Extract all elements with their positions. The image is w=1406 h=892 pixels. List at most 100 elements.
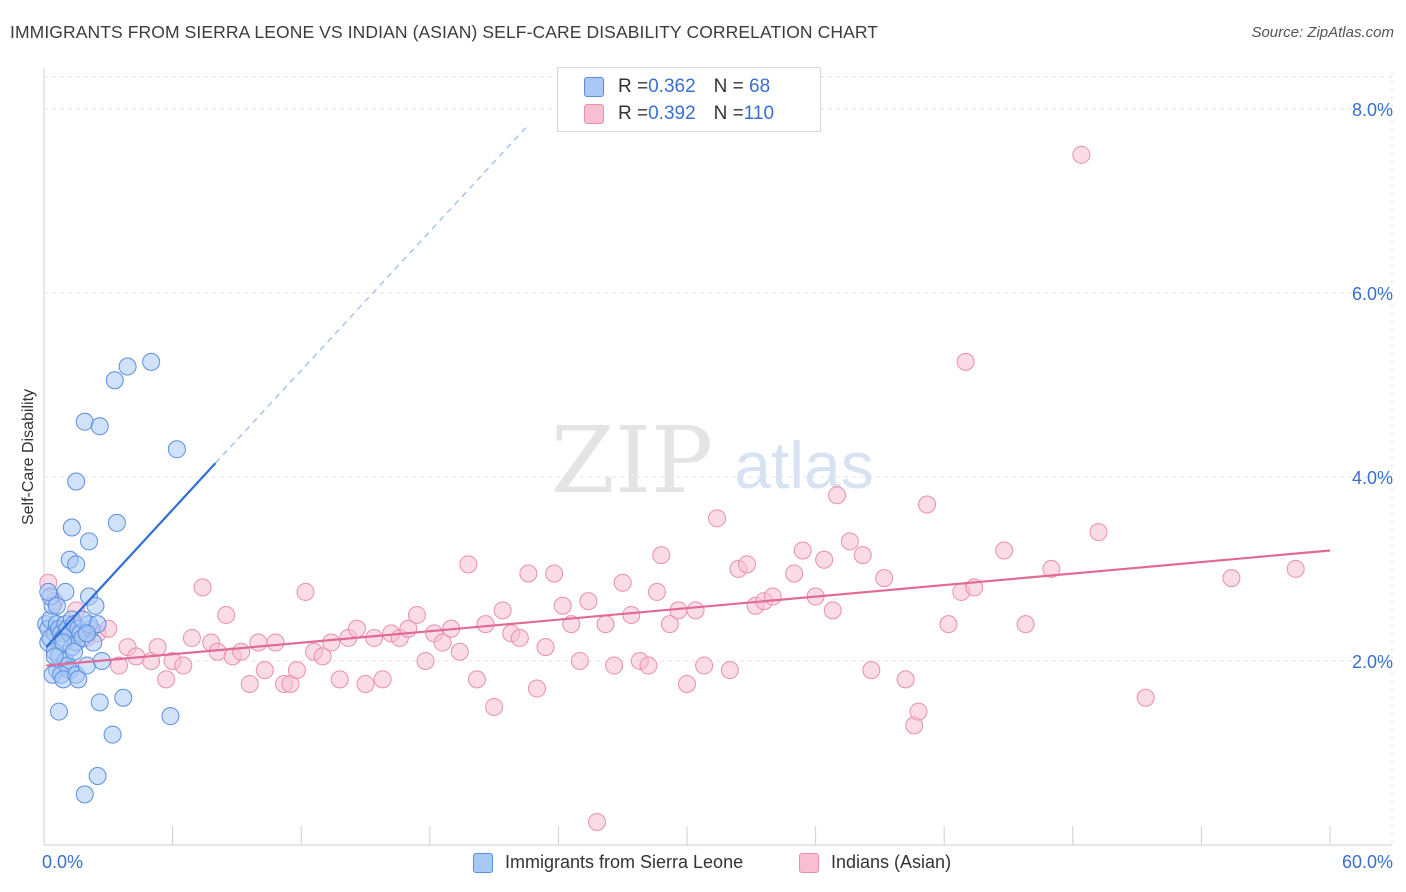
sierra-leone-point: [69, 670, 88, 689]
indians-asian-point: [579, 592, 598, 611]
indians-asian-point: [249, 633, 268, 652]
indians-asian-point: [322, 633, 341, 652]
sierra-leone-point: [56, 582, 75, 601]
indians-asian-point: [639, 656, 658, 675]
indians-asian-point: [605, 656, 624, 675]
indians-asian-point: [287, 661, 306, 680]
sierra-leone-point: [62, 518, 81, 537]
sierra-leone-trend-line: [45, 462, 217, 648]
indians-asian-point: [459, 555, 478, 574]
y-tick-label: 6.0%: [1352, 284, 1393, 304]
indians-asian-point: [1136, 688, 1155, 707]
indians-asian-point: [330, 670, 349, 689]
indians-asian-point: [738, 555, 757, 574]
legend-row-indians-asian: R = 0.392 N = 110: [584, 102, 774, 126]
indians-asian-point: [527, 679, 546, 698]
indians-asian-point: [995, 541, 1014, 560]
indians-asian-point: [347, 619, 366, 638]
indians-asian-point: [720, 661, 739, 680]
sierra-leone-point: [77, 624, 96, 643]
indians-asian-point: [476, 615, 495, 634]
legend-n-value: 110: [743, 103, 775, 124]
indians-asian-point: [815, 550, 834, 569]
indians-asian-point: [828, 486, 847, 505]
legend-swatch-pink: [584, 104, 604, 124]
indians-asian-point: [596, 615, 615, 634]
indians-asian-point: [433, 633, 452, 652]
indians-asian-point: [956, 352, 975, 371]
sierra-leone-point: [86, 596, 105, 615]
source-label: Source: ZipAtlas.com: [1251, 24, 1394, 41]
y-tick-label: 2.0%: [1352, 652, 1393, 672]
indians-asian-point: [823, 601, 842, 620]
indians-asian-point: [793, 541, 812, 560]
indians-asian-point: [193, 578, 212, 597]
indians-asian-point: [652, 546, 671, 565]
x-tick-label-min: 0.0%: [42, 852, 84, 872]
indians-asian-point: [553, 596, 572, 615]
indians-asian-point: [587, 812, 606, 831]
sierra-leone-point: [114, 688, 133, 707]
indians-asian-point: [678, 674, 696, 693]
indians-asian-point: [266, 633, 285, 652]
indians-asian-point: [1072, 145, 1091, 164]
indians-asian-point: [356, 674, 375, 693]
indians-asian-point: [1286, 559, 1305, 578]
indians-asian-point: [255, 661, 274, 680]
indians-asian-point: [174, 656, 193, 675]
x-tick-label-max: 60.0%: [1341, 852, 1393, 872]
y-tick-labels: 2.0% 4.0% 6.0% 8.0%: [1352, 100, 1393, 672]
legend-r-label: R =: [618, 76, 649, 97]
sierra-leone-point: [67, 555, 86, 574]
indians-asian-point: [785, 564, 804, 583]
series-name: Immigrants from Sierra Leone: [505, 852, 744, 872]
series-name: Indians (Asian): [831, 852, 952, 872]
indians-asian-point: [148, 638, 167, 657]
legend-swatch-blue: [584, 77, 604, 97]
indians-asian-point: [862, 661, 881, 680]
indians-asian-point: [918, 495, 937, 514]
y-tick-label: 8.0%: [1352, 100, 1393, 120]
indians-asian-point: [110, 656, 129, 675]
legend-row-sierra-leone: R = 0.362 N = 68: [584, 75, 770, 99]
indians-asian-point: [1222, 569, 1241, 588]
indians-asian-point: [686, 601, 705, 620]
indians-asian-point: [1016, 615, 1035, 634]
indians-asian-point: [909, 702, 928, 721]
watermark-zip: ZIP: [551, 407, 713, 514]
legend-n-value: 68: [743, 76, 771, 97]
indians-asian-point: [708, 509, 727, 528]
indians-asian-point: [1042, 559, 1061, 578]
indians-asian-point: [232, 642, 251, 661]
series-legend-sierra-leone: Immigrants from Sierra Leone: [473, 852, 743, 873]
legend-r-value: 0.362: [648, 76, 696, 97]
indians-asian-point: [240, 674, 259, 693]
legend-n-label: N =: [713, 103, 744, 124]
indians-asian-point: [296, 582, 315, 601]
sierra-leone-point: [103, 725, 122, 744]
sierra-leone-point: [161, 707, 180, 726]
sierra-leone-point: [47, 596, 66, 615]
sierra-leone-point: [80, 532, 99, 551]
indians-asian-point: [485, 697, 504, 716]
correlation-legend: R = 0.362 N = 68 R = 0.392 N = 110: [557, 67, 821, 132]
sierra-leone-point: [45, 647, 64, 666]
indians-asian-point: [407, 605, 426, 624]
axes: [43, 68, 1392, 846]
y-axis-label: Self-Care Disability: [20, 389, 37, 525]
sierra-leone-point: [67, 472, 86, 491]
indians-asian-point: [1089, 523, 1108, 542]
indians-asian-point: [450, 642, 469, 661]
indians-asian-point: [365, 628, 384, 647]
sierra-leone-point: [142, 352, 161, 371]
indians-asian-point: [313, 647, 332, 666]
indians-asian-point: [157, 670, 176, 689]
watermark: ZIP atlas: [551, 407, 874, 514]
indians-asian-point: [182, 628, 201, 647]
indians-asian-trend-line: [46, 549, 1331, 667]
indians-asian-point: [763, 587, 782, 606]
indians-asian-point: [545, 564, 564, 583]
sierra-leone-points: [37, 352, 186, 804]
indians-asian-point: [570, 651, 589, 670]
